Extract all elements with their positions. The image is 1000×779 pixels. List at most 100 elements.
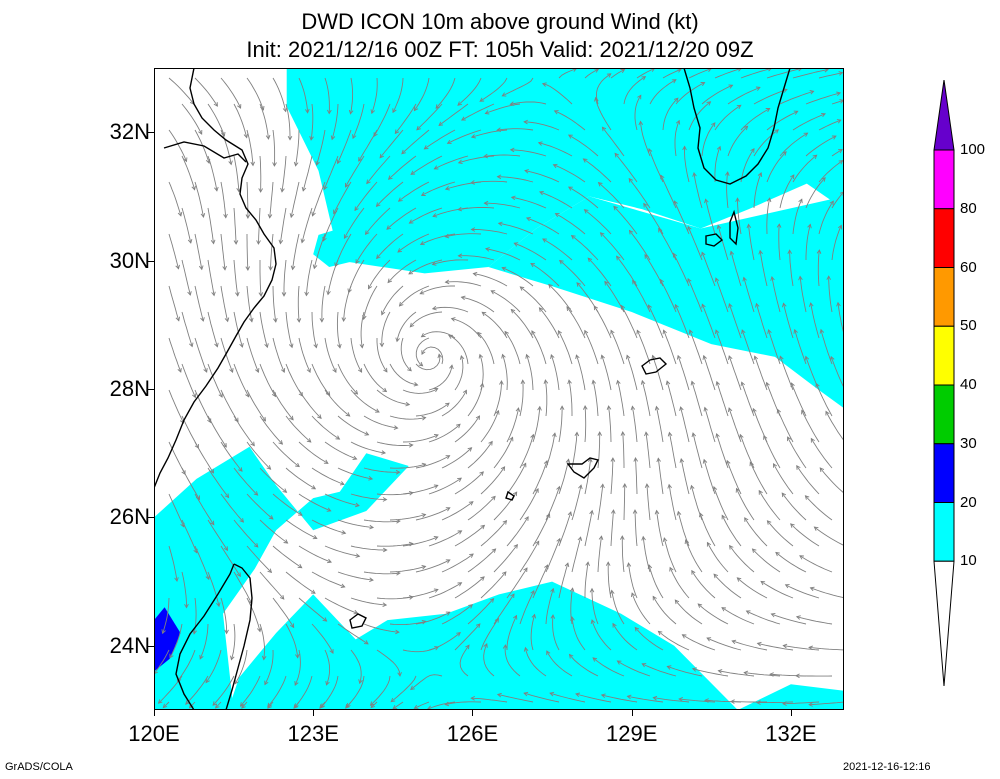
- streamline-arrowhead: [612, 622, 617, 628]
- streamline: [648, 564, 664, 599]
- streamline: [434, 155, 469, 170]
- streamline-arrowhead: [238, 467, 243, 472]
- streamline-arrowhead: [357, 368, 363, 373]
- streamline-arrowhead: [784, 584, 790, 589]
- streamline-arrowhead: [281, 292, 287, 297]
- streamline-arrowhead: [340, 583, 346, 588]
- streamline: [593, 305, 612, 339]
- streamline: [480, 410, 499, 443]
- streamline-arrowhead: [312, 264, 318, 270]
- streamline-arrowhead: [570, 235, 576, 240]
- streamline-arrowhead: [472, 271, 478, 277]
- streamline-arrowhead: [799, 555, 804, 560]
- colorbar-cell: [933, 267, 955, 327]
- streamline-arrowhead: [483, 200, 489, 206]
- streamline: [215, 701, 222, 709]
- streamline-arrowhead: [530, 263, 536, 268]
- streamline: [162, 701, 170, 708]
- streamline: [640, 121, 651, 157]
- streamline: [220, 77, 242, 109]
- streamline: [194, 493, 215, 525]
- streamline-arrowhead: [224, 317, 230, 323]
- streamline-arrowhead: [610, 457, 616, 462]
- streamline-arrowhead: [198, 129, 203, 135]
- streamline-arrowhead: [245, 266, 251, 271]
- streamline-arrowhead: [200, 212, 206, 218]
- streamline-arrowhead: [354, 502, 360, 508]
- streamline-arrowhead: [740, 381, 745, 387]
- streamline: [285, 571, 316, 594]
- streamline-arrowhead: [808, 645, 813, 651]
- streamline-arrowhead: [198, 265, 204, 271]
- streamline-arrowhead: [409, 322, 415, 328]
- streamline-arrowhead: [620, 304, 626, 310]
- streamline-arrowhead: [620, 69, 626, 74]
- streamline: [796, 465, 820, 495]
- streamline-arrowhead: [628, 177, 633, 183]
- streamline-arrowhead: [410, 685, 415, 691]
- streamline: [220, 285, 229, 322]
- streamline: [168, 233, 179, 269]
- streamline: [716, 433, 729, 469]
- streamline-arrowhead: [510, 593, 515, 599]
- streamline: [410, 155, 443, 175]
- streamline: [207, 363, 223, 398]
- streamline-arrowhead: [205, 575, 210, 581]
- streamline-arrowhead: [568, 653, 574, 659]
- streamline: [181, 363, 196, 398]
- streamline: [757, 642, 794, 651]
- streamline: [612, 623, 638, 651]
- streamline: [697, 603, 729, 625]
- streamline-arrowhead: [684, 539, 689, 545]
- streamline: [748, 224, 755, 261]
- streamline-arrowhead: [782, 151, 787, 156]
- streamline: [233, 311, 243, 348]
- streamline: [327, 259, 339, 295]
- streamline-arrowhead: [637, 94, 642, 100]
- streamline: [272, 545, 302, 569]
- streamline-arrowhead: [765, 108, 771, 113]
- streamline-arrowhead: [278, 440, 284, 445]
- streamline-arrowhead: [652, 595, 657, 601]
- streamline: [555, 213, 586, 235]
- streamline-arrowhead: [721, 514, 726, 520]
- streamline-arrowhead: [751, 548, 757, 553]
- streamline: [818, 160, 843, 183]
- streamline-arrowhead: [633, 457, 638, 462]
- streamline-arrowhead: [376, 254, 381, 260]
- streamline-arrowhead: [258, 292, 264, 297]
- streamline-arrowhead: [449, 364, 454, 370]
- streamline: [584, 405, 587, 443]
- streamline-arrowhead: [444, 701, 450, 707]
- streamline: [368, 259, 391, 289]
- streamline: [668, 432, 677, 469]
- streamline-arrowhead: [787, 249, 792, 255]
- streamline: [660, 175, 677, 209]
- streamline: [168, 77, 195, 105]
- streamline-arrowhead: [337, 343, 342, 349]
- streamline: [524, 170, 560, 183]
- streamline: [587, 257, 612, 287]
- streamline: [668, 484, 677, 521]
- streamline-arrowhead: [161, 629, 166, 635]
- streamline: [409, 311, 443, 328]
- streamline-arrowhead: [408, 442, 414, 448]
- streamline-arrowhead: [475, 623, 481, 629]
- streamline: [757, 701, 794, 704]
- streamline-arrowhead: [736, 577, 742, 582]
- streamline-arrowhead: [359, 343, 365, 349]
- streamline-arrowhead: [743, 125, 749, 131]
- streamline: [415, 402, 450, 417]
- streamline: [591, 619, 612, 651]
- streamline: [652, 355, 664, 391]
- streamline-arrowhead: [577, 536, 583, 542]
- streamline: [601, 694, 638, 703]
- streamline: [350, 337, 362, 373]
- streamline: [532, 564, 549, 599]
- streamline-arrowhead: [523, 646, 529, 652]
- streamline: [467, 496, 496, 521]
- streamline: [441, 604, 473, 625]
- streamline: [792, 69, 829, 79]
- streamline-arrowhead: [431, 261, 437, 266]
- streamline-arrowhead: [311, 211, 316, 217]
